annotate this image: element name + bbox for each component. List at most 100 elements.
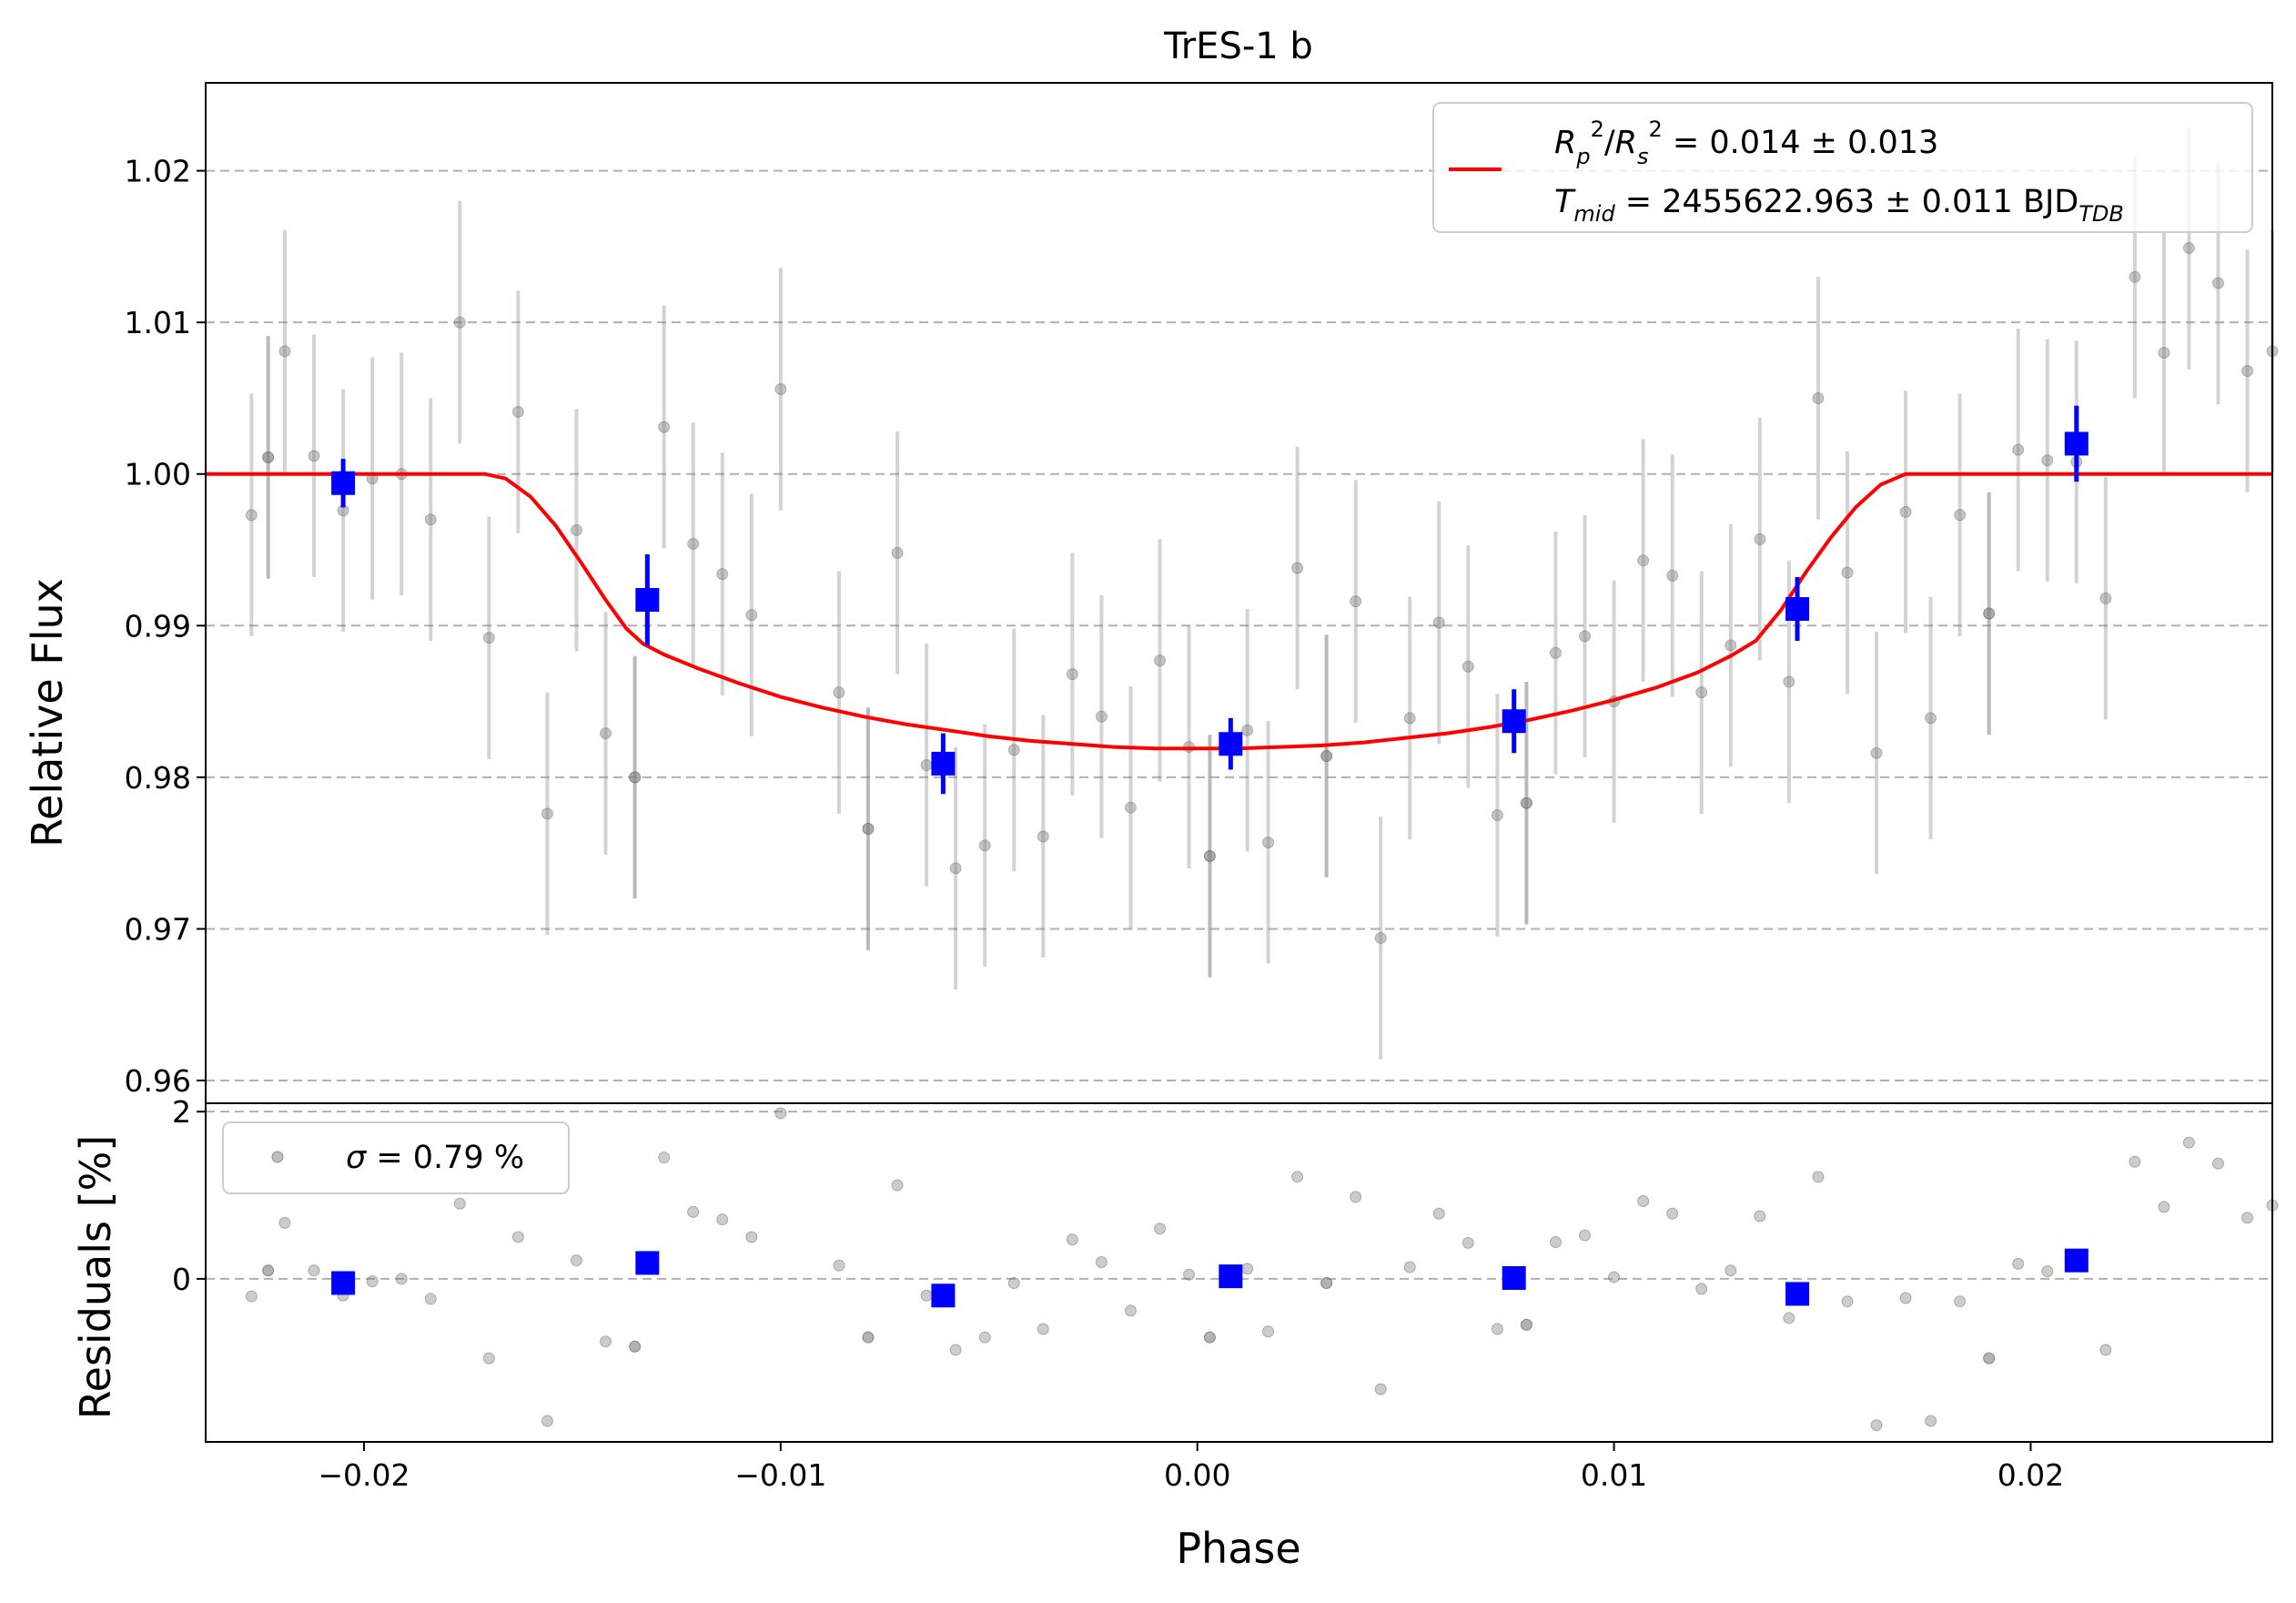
- residual-point: [1754, 1210, 1766, 1223]
- raw-point: [1520, 796, 1532, 809]
- residual-point: [1899, 1292, 1912, 1304]
- raw-point: [1320, 750, 1333, 763]
- raw-point: [1812, 391, 1825, 404]
- residual-point: [2099, 1344, 2112, 1356]
- legend-depth-label: Rp2/Rs2 = 0.014 ± 0.013: [1554, 117, 1938, 169]
- raw-point: [1241, 724, 1254, 736]
- raw-point: [745, 609, 758, 622]
- raw-point: [1695, 686, 1708, 699]
- top-y-tick-label: 0.97: [125, 911, 191, 947]
- residual-point: [745, 1231, 758, 1243]
- x-tick-label: 0.00: [1164, 1457, 1230, 1493]
- raw-point: [1066, 668, 1078, 681]
- raw-point: [1374, 931, 1387, 944]
- residual-point: [1291, 1171, 1304, 1183]
- residual-point: [920, 1289, 933, 1302]
- residual-point: [1725, 1264, 1737, 1277]
- raw-point: [774, 382, 787, 395]
- top-y-tick-label: 1.02: [125, 154, 191, 189]
- y-axis-label-bottom: Residuals [%]: [71, 1135, 120, 1419]
- top-y-tick-label: 1.01: [125, 305, 191, 340]
- binned-point: [931, 751, 956, 776]
- raw-point: [1262, 837, 1275, 849]
- residual-point: [482, 1352, 495, 1365]
- residual-point: [600, 1335, 612, 1348]
- raw-point: [482, 632, 495, 644]
- top-raw-points: [245, 127, 2279, 1060]
- residual-point: [1037, 1323, 1049, 1335]
- residual-point: [1374, 1383, 1387, 1395]
- residual-point: [687, 1205, 700, 1218]
- residual-point: [2182, 1136, 2195, 1149]
- residual-point: [262, 1264, 275, 1277]
- binned-point: [2064, 431, 2089, 456]
- residual-point: [1007, 1276, 1020, 1289]
- top-legend: Rp2/Rs2 = 0.014 ± 0.013 Tmid = 2455622.9…: [1432, 102, 2253, 233]
- top-y-tick-label: 1.00: [125, 457, 191, 492]
- raw-point: [424, 513, 437, 526]
- residual-point: [1608, 1271, 1621, 1283]
- y-axis-label-top: Relative Flux: [23, 578, 72, 847]
- raw-point: [1491, 809, 1503, 822]
- binned-point: [635, 587, 660, 612]
- residual-point: [1203, 1331, 1216, 1344]
- residual-point: [541, 1415, 553, 1427]
- raw-point: [541, 807, 553, 820]
- residual-point: [658, 1152, 671, 1164]
- raw-point: [1954, 509, 1967, 522]
- residual-point: [1432, 1207, 1445, 1220]
- chart-title: TrES-1 b: [1163, 25, 1313, 67]
- residual-point: [774, 1107, 787, 1120]
- residual-point: [1695, 1283, 1708, 1295]
- residual-point: [308, 1264, 320, 1277]
- residual-point: [1579, 1229, 1592, 1242]
- residual-point: [1841, 1295, 1854, 1308]
- bottom-raw-points: [245, 1107, 2279, 1432]
- raw-point: [1291, 562, 1304, 574]
- residual-point: [424, 1293, 437, 1305]
- residual-point: [891, 1179, 904, 1192]
- residual-point: [1154, 1223, 1167, 1235]
- residual-point: [1320, 1276, 1333, 1289]
- legend-tmid-label: Tmid = 2455622.963 ± 0.011 BJDTDB: [1554, 184, 2124, 227]
- raw-point: [1350, 595, 1362, 608]
- raw-point: [891, 546, 904, 559]
- raw-point: [453, 316, 466, 329]
- raw-point: [2182, 242, 2195, 255]
- raw-point: [1754, 533, 1766, 545]
- raw-point: [2241, 364, 2254, 377]
- residual-point: [1262, 1325, 1275, 1338]
- binned-point: [1502, 709, 1526, 734]
- raw-point: [920, 759, 933, 772]
- raw-point: [2099, 592, 2112, 604]
- top-legend-box: [1432, 102, 2253, 233]
- top-binned-points: [331, 405, 2089, 795]
- bottom-y-ticks: 02: [172, 1094, 206, 1297]
- top-y-tick-label: 0.96: [125, 1063, 191, 1099]
- x-tick-label: −0.01: [734, 1457, 826, 1493]
- binned-residual-point: [1219, 1264, 1243, 1289]
- raw-point: [278, 345, 291, 358]
- binned-point: [1219, 732, 1243, 756]
- residual-point: [1462, 1236, 1474, 1249]
- binned-residual-point: [2064, 1248, 2089, 1273]
- raw-point: [1095, 710, 1108, 723]
- residual-point: [2211, 1157, 2224, 1170]
- raw-point: [687, 537, 700, 550]
- raw-point: [833, 686, 845, 699]
- raw-point: [978, 839, 991, 852]
- raw-point: [1462, 660, 1474, 673]
- raw-point: [2211, 277, 2224, 289]
- residual-point: [366, 1275, 379, 1288]
- raw-point: [949, 862, 962, 875]
- residual-point: [453, 1197, 466, 1210]
- bottom-y-tick-label: 0: [172, 1262, 191, 1297]
- binned-residual-point: [635, 1251, 660, 1275]
- raw-point: [245, 509, 258, 522]
- residual-point: [2241, 1212, 2254, 1224]
- top-y-tick-label: 0.98: [125, 760, 191, 796]
- raw-point: [1007, 744, 1020, 756]
- top-y-tick-label: 0.99: [125, 608, 191, 644]
- raw-point: [1037, 830, 1049, 843]
